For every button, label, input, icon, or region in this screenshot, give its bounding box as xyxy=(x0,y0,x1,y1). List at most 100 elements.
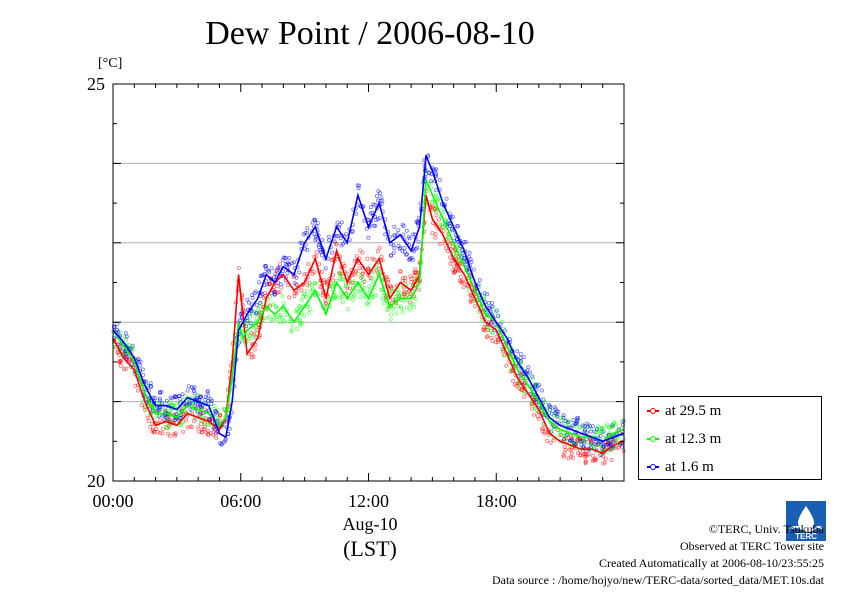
data-point xyxy=(398,245,403,250)
data-point xyxy=(312,254,317,259)
data-point xyxy=(245,297,250,302)
data-point xyxy=(209,401,214,406)
data-point xyxy=(313,234,318,239)
data-point xyxy=(569,447,574,452)
data-point xyxy=(576,451,581,456)
data-point xyxy=(372,223,377,228)
data-point xyxy=(490,330,495,335)
data-point xyxy=(394,311,399,316)
data-point xyxy=(206,394,211,399)
data-point xyxy=(502,353,507,358)
data-point xyxy=(185,425,190,430)
data-point xyxy=(178,422,183,427)
data-point xyxy=(284,312,289,317)
data-point xyxy=(339,273,344,278)
data-point xyxy=(404,305,409,310)
data-point xyxy=(541,397,546,402)
data-point xyxy=(264,316,269,321)
data-point xyxy=(462,256,467,261)
data-point xyxy=(299,288,304,293)
data-point xyxy=(552,405,557,410)
data-point xyxy=(380,258,385,263)
data-point xyxy=(198,404,203,409)
data-point xyxy=(183,410,188,415)
data-point xyxy=(279,285,284,290)
data-point xyxy=(452,264,457,269)
data-point xyxy=(415,270,420,275)
data-point xyxy=(123,331,128,336)
data-point xyxy=(118,359,123,364)
data-point xyxy=(565,420,570,425)
data-point xyxy=(168,395,173,400)
data-point xyxy=(186,384,191,389)
data-point xyxy=(413,267,418,272)
data-point xyxy=(476,282,481,287)
legend-item-12-3m: at 12.3 m xyxy=(647,429,721,449)
data-point xyxy=(371,295,376,300)
data-point xyxy=(297,317,302,322)
data-point xyxy=(519,361,524,366)
data-point xyxy=(252,333,257,338)
data-point xyxy=(379,254,384,259)
data-point xyxy=(289,327,294,332)
data-point xyxy=(326,234,331,239)
data-point xyxy=(340,300,345,305)
data-point xyxy=(549,411,554,416)
data-point xyxy=(351,282,356,287)
data-point xyxy=(535,414,540,419)
data-point xyxy=(372,257,377,262)
data-point xyxy=(529,406,534,411)
data-point xyxy=(594,457,599,462)
data-point xyxy=(179,409,184,414)
data-point xyxy=(502,328,507,333)
data-point xyxy=(258,304,263,309)
data-point xyxy=(539,388,544,393)
data-point xyxy=(400,222,405,227)
data-point xyxy=(198,422,203,427)
data-point xyxy=(273,272,278,277)
data-point xyxy=(271,302,276,307)
data-point xyxy=(469,259,474,264)
data-point xyxy=(461,285,466,290)
data-point xyxy=(528,370,533,375)
legend-swatch-29-5m xyxy=(647,408,659,414)
credit-copyright: ©TERC, Univ. Tsukuba xyxy=(708,522,824,536)
data-point xyxy=(547,403,552,408)
data-point xyxy=(559,421,564,426)
data-point xyxy=(494,308,499,313)
y-tick-label: 20 xyxy=(87,471,105,491)
data-point xyxy=(441,209,446,214)
data-point xyxy=(133,383,138,388)
data-point xyxy=(597,453,602,458)
data-point xyxy=(157,400,162,405)
data-point xyxy=(329,282,334,287)
data-point xyxy=(177,416,182,421)
data-point xyxy=(373,202,378,207)
data-point xyxy=(389,312,394,317)
data-point xyxy=(450,228,455,233)
data-point xyxy=(494,334,499,339)
data-point xyxy=(395,294,400,299)
data-point xyxy=(277,265,282,270)
data-point xyxy=(376,189,381,194)
data-point xyxy=(396,228,401,233)
data-point xyxy=(556,409,561,414)
series-0-scatter xyxy=(112,188,626,466)
data-point xyxy=(353,289,358,294)
data-point xyxy=(302,313,307,318)
data-point xyxy=(366,267,371,272)
data-point xyxy=(125,355,130,360)
data-point xyxy=(191,388,196,393)
data-point xyxy=(543,429,548,434)
data-point xyxy=(453,254,458,259)
data-point xyxy=(303,230,308,235)
data-point xyxy=(585,430,590,435)
x-tick-label: 06:00 xyxy=(220,491,261,511)
data-point xyxy=(256,280,261,285)
data-point xyxy=(314,236,319,241)
legend-label-1-6m: at 1.6 m xyxy=(665,458,714,475)
data-point xyxy=(496,314,501,319)
data-point xyxy=(579,442,584,447)
data-point xyxy=(558,415,563,420)
data-point xyxy=(254,302,259,307)
